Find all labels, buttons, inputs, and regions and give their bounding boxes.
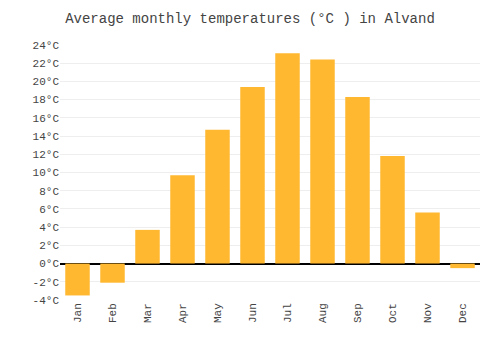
svg-text:Nov: Nov xyxy=(422,303,434,323)
svg-text:22°C: 22°C xyxy=(33,58,60,70)
svg-text:8°C: 8°C xyxy=(39,186,59,198)
svg-text:20°C: 20°C xyxy=(33,76,60,88)
svg-text:-2°C: -2°C xyxy=(33,277,60,289)
svg-text:Sep: Sep xyxy=(352,303,364,323)
svg-text:Jul: Jul xyxy=(282,303,294,323)
svg-text:16°C: 16°C xyxy=(33,113,60,125)
svg-text:24°C: 24°C xyxy=(33,40,60,52)
svg-text:Feb: Feb xyxy=(107,303,119,323)
svg-text:Dec: Dec xyxy=(457,303,469,323)
svg-text:-4°C: -4°C xyxy=(33,295,60,307)
svg-text:10°C: 10°C xyxy=(33,167,60,179)
svg-text:0°C: 0°C xyxy=(39,258,59,270)
svg-text:18°C: 18°C xyxy=(33,94,60,106)
svg-text:14°C: 14°C xyxy=(33,131,60,143)
svg-text:Average monthly temperatures (: Average monthly temperatures (°C ) in Al… xyxy=(65,11,435,27)
svg-text:Jan: Jan xyxy=(72,303,84,323)
svg-text:Jun: Jun xyxy=(247,303,259,323)
svg-text:12°C: 12°C xyxy=(33,149,60,161)
svg-text:Aug: Aug xyxy=(317,303,329,323)
svg-text:6°C: 6°C xyxy=(39,204,59,216)
svg-text:Apr: Apr xyxy=(177,303,189,323)
svg-text:May: May xyxy=(212,303,224,323)
svg-text:Mar: Mar xyxy=(142,303,154,323)
svg-text:2°C: 2°C xyxy=(39,240,59,252)
svg-text:4°C: 4°C xyxy=(39,222,59,234)
svg-text:Oct: Oct xyxy=(387,303,399,323)
